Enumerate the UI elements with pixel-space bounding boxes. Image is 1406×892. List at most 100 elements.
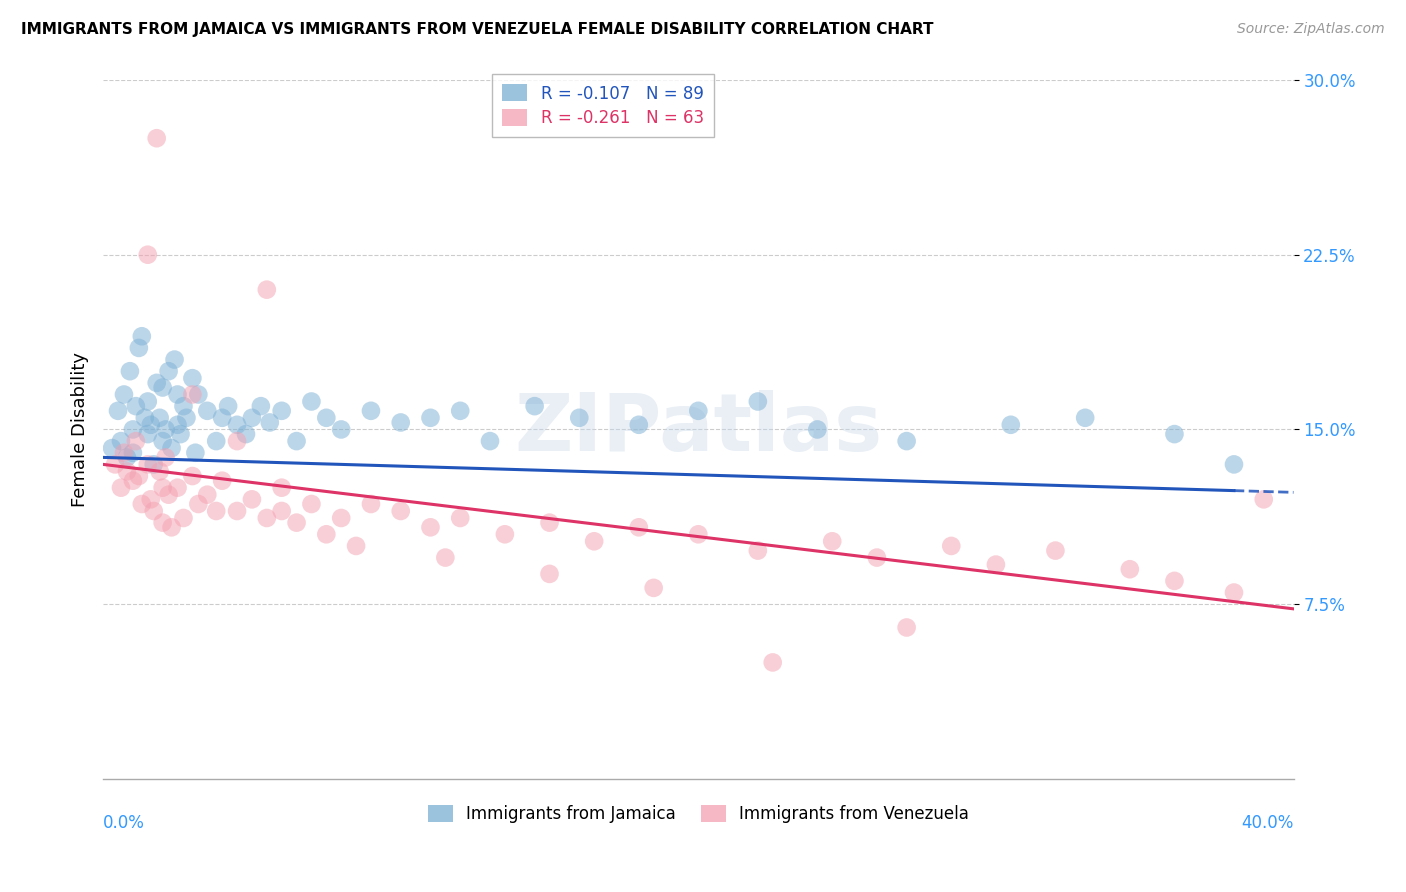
Point <box>449 511 471 525</box>
Point <box>187 387 209 401</box>
Point <box>256 283 278 297</box>
Point <box>101 441 124 455</box>
Point <box>806 422 828 436</box>
Point <box>866 550 889 565</box>
Point <box>235 427 257 442</box>
Text: IMMIGRANTS FROM JAMAICA VS IMMIGRANTS FROM VENEZUELA FEMALE DISABILITY CORRELATI: IMMIGRANTS FROM JAMAICA VS IMMIGRANTS FR… <box>21 22 934 37</box>
Point <box>125 434 148 449</box>
Point <box>896 620 918 634</box>
Point <box>240 492 263 507</box>
Point <box>1074 410 1097 425</box>
Point <box>941 539 963 553</box>
Point <box>1223 458 1246 472</box>
Point <box>568 410 591 425</box>
Point <box>187 497 209 511</box>
Text: 40.0%: 40.0% <box>1241 814 1294 832</box>
Point <box>449 404 471 418</box>
Point <box>627 520 650 534</box>
Point <box>250 399 273 413</box>
Point <box>205 434 228 449</box>
Point <box>184 446 207 460</box>
Point <box>643 581 665 595</box>
Point <box>538 566 561 581</box>
Point <box>110 434 132 449</box>
Point <box>270 504 292 518</box>
Legend: Immigrants from Jamaica, Immigrants from Venezuela: Immigrants from Jamaica, Immigrants from… <box>418 796 979 833</box>
Point <box>226 417 249 432</box>
Point <box>195 488 218 502</box>
Point <box>360 497 382 511</box>
Point <box>747 394 769 409</box>
Point <box>152 481 174 495</box>
Point <box>434 550 457 565</box>
Point <box>523 399 546 413</box>
Text: 0.0%: 0.0% <box>103 814 145 832</box>
Point <box>315 410 337 425</box>
Point <box>301 394 323 409</box>
Point <box>211 474 233 488</box>
Point <box>152 380 174 394</box>
Point <box>152 434 174 449</box>
Point <box>1253 492 1275 507</box>
Point <box>166 481 188 495</box>
Point <box>134 410 156 425</box>
Point <box>131 497 153 511</box>
Point <box>160 520 183 534</box>
Point <box>145 131 167 145</box>
Point <box>115 450 138 465</box>
Point <box>155 450 177 465</box>
Point <box>419 410 441 425</box>
Point <box>128 469 150 483</box>
Point <box>155 422 177 436</box>
Point <box>122 422 145 436</box>
Point <box>122 446 145 460</box>
Point <box>389 504 412 518</box>
Point <box>389 416 412 430</box>
Point <box>226 504 249 518</box>
Point <box>494 527 516 541</box>
Point <box>226 434 249 449</box>
Point <box>136 394 159 409</box>
Point <box>110 481 132 495</box>
Point <box>285 516 308 530</box>
Point <box>181 469 204 483</box>
Point <box>1119 562 1142 576</box>
Text: ZIPatlas: ZIPatlas <box>515 391 883 468</box>
Point <box>270 404 292 418</box>
Point <box>149 464 172 478</box>
Point <box>181 371 204 385</box>
Point <box>166 387 188 401</box>
Point <box>139 492 162 507</box>
Point <box>152 516 174 530</box>
Point <box>821 534 844 549</box>
Point <box>125 399 148 413</box>
Point <box>142 504 165 518</box>
Point <box>149 410 172 425</box>
Point <box>163 352 186 367</box>
Point <box>315 527 337 541</box>
Point <box>301 497 323 511</box>
Point <box>344 539 367 553</box>
Point <box>176 410 198 425</box>
Point <box>115 464 138 478</box>
Point <box>136 458 159 472</box>
Point <box>181 387 204 401</box>
Point <box>762 656 785 670</box>
Point <box>139 417 162 432</box>
Point <box>627 417 650 432</box>
Point <box>136 427 159 442</box>
Point <box>112 387 135 401</box>
Point <box>205 504 228 518</box>
Point <box>157 488 180 502</box>
Point <box>142 458 165 472</box>
Point <box>217 399 239 413</box>
Point <box>195 404 218 418</box>
Point <box>259 416 281 430</box>
Point <box>688 527 710 541</box>
Point <box>112 446 135 460</box>
Point <box>166 417 188 432</box>
Point <box>688 404 710 418</box>
Point <box>211 410 233 425</box>
Point <box>145 376 167 390</box>
Point <box>169 427 191 442</box>
